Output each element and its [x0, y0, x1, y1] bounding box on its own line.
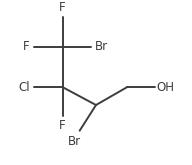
Text: F: F — [59, 119, 66, 132]
Text: Br: Br — [94, 40, 108, 53]
Text: OH: OH — [157, 81, 175, 94]
Text: F: F — [23, 40, 30, 53]
Text: Cl: Cl — [18, 81, 30, 94]
Text: Br: Br — [68, 135, 81, 148]
Text: F: F — [59, 1, 66, 14]
